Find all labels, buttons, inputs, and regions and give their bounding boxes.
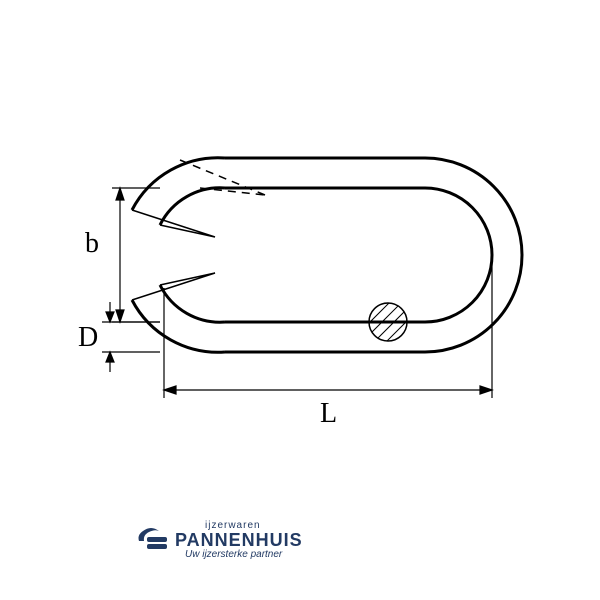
logo-icon	[135, 523, 169, 558]
label-b: b	[85, 228, 99, 260]
dim-b	[112, 188, 160, 322]
dim-L	[164, 255, 492, 398]
diagram-canvas: b D L ijzerwaren PANNENHUIS Uw ijzerster…	[0, 0, 600, 600]
section-circle	[358, 282, 426, 354]
drawing-svg	[0, 0, 600, 600]
brand-logo: ijzerwaren PANNENHUIS Uw ijzersterke par…	[135, 520, 303, 560]
dim-D	[102, 302, 160, 372]
label-D: D	[78, 322, 98, 354]
link-body	[132, 158, 522, 352]
label-L: L	[320, 398, 337, 430]
brand-main: PANNENHUIS	[175, 531, 303, 549]
brand-sub: Uw ijzersterke partner	[185, 549, 303, 560]
